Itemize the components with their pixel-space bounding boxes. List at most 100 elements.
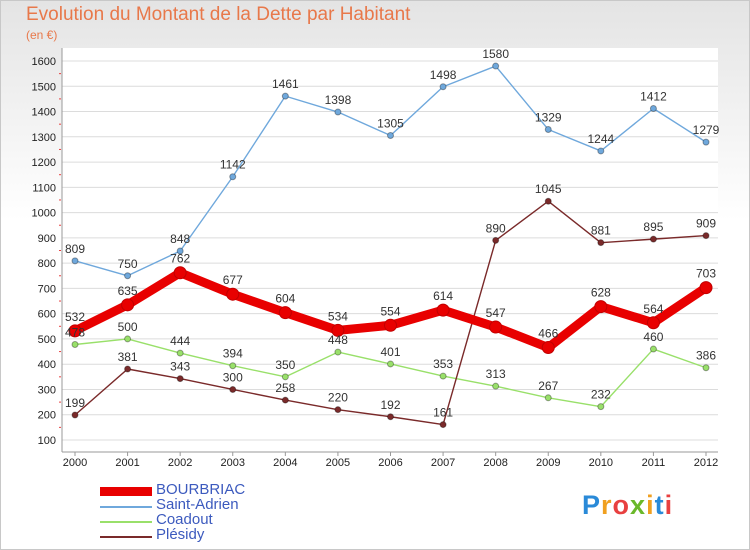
y-tick-label: 1000: [32, 208, 56, 220]
logo-letter: P: [582, 490, 602, 520]
legend-swatch-saint-adrien: [100, 506, 152, 508]
data-point: [281, 92, 289, 100]
data-point: [281, 373, 289, 381]
chart-title: Evolution du Montant de la Dette par Hab…: [26, 4, 411, 25]
data-label: 554: [380, 304, 400, 318]
data-point: [124, 335, 132, 343]
logo-letter: i: [664, 490, 674, 520]
data-label: 300: [223, 370, 243, 384]
data-label: 1279: [693, 123, 720, 137]
y-tick-label: 1500: [32, 81, 56, 93]
data-label: 220: [328, 391, 348, 405]
y-tick-label: 1600: [32, 56, 56, 68]
data-point: [597, 147, 605, 155]
data-label: 381: [118, 350, 138, 364]
x-tick-label: 2007: [431, 457, 455, 469]
data-point: [281, 396, 289, 404]
data-label: 460: [643, 330, 663, 344]
data-point: [597, 403, 605, 411]
y-tick-label: 900: [38, 233, 56, 245]
data-label: 313: [486, 367, 506, 381]
y-tick-label: 1200: [32, 157, 56, 169]
data-point: [384, 318, 397, 332]
data-label: 444: [170, 334, 190, 348]
data-point: [702, 232, 710, 240]
data-label: 895: [643, 220, 663, 234]
x-tick-label: 2008: [483, 457, 507, 469]
data-point: [492, 236, 500, 244]
data-point: [124, 365, 132, 373]
y-tick-label: 800: [38, 258, 56, 270]
data-point: [597, 239, 605, 247]
legend-label-plesidy: Plésidy: [156, 526, 205, 543]
data-label: 628: [591, 286, 611, 300]
data-point: [492, 62, 500, 70]
data-label: 199: [65, 396, 85, 410]
data-label: 350: [275, 358, 295, 372]
x-tick-label: 2009: [536, 457, 560, 469]
data-point: [229, 173, 237, 181]
data-label: 161: [433, 406, 453, 420]
data-label: 534: [328, 309, 348, 323]
data-label: 353: [433, 357, 453, 371]
data-label: 394: [223, 347, 243, 361]
x-tick-label: 2001: [115, 457, 139, 469]
data-point: [331, 323, 345, 337]
data-label: 1412: [640, 90, 667, 104]
x-tick-label: 2000: [63, 457, 87, 469]
data-point: [544, 394, 552, 402]
data-point: [387, 360, 394, 368]
y-tick-label: 100: [38, 435, 56, 447]
data-point: [71, 340, 79, 348]
legend-swatch-plesidy: [100, 536, 152, 538]
y-tick-label: 1100: [32, 182, 56, 194]
data-point: [387, 413, 394, 421]
y-tick-label: 600: [38, 309, 56, 321]
data-label: 677: [223, 273, 243, 287]
data-label: 1045: [535, 182, 562, 196]
x-tick-label: 2006: [378, 457, 402, 469]
data-point: [541, 341, 555, 355]
x-tick-label: 2002: [168, 457, 192, 469]
data-label: 1305: [377, 117, 404, 131]
data-point: [334, 406, 342, 414]
data-point: [439, 83, 447, 91]
data-point: [646, 316, 660, 330]
data-label: 1498: [430, 68, 457, 82]
data-point: [229, 362, 237, 370]
data-point: [124, 272, 132, 280]
y-tick-label: 300: [38, 384, 56, 396]
data-label: 386: [696, 349, 716, 363]
logo-letter: o: [612, 490, 631, 520]
plot-area: [62, 48, 718, 452]
data-label: 1244: [587, 132, 614, 146]
legend-swatch-coadout: [100, 521, 152, 523]
data-point: [229, 385, 237, 393]
data-label: 532: [65, 310, 85, 324]
legend-label-bourbriac: BOURBRIAC: [156, 481, 246, 498]
logo-letter: x: [630, 490, 647, 520]
data-point: [649, 105, 657, 113]
data-label: 466: [538, 327, 558, 341]
data-point: [173, 266, 187, 280]
data-point: [121, 298, 135, 312]
data-label: 1461: [272, 77, 299, 91]
data-label: 762: [170, 252, 190, 266]
y-tick-label: 700: [38, 283, 56, 295]
data-label: 848: [170, 232, 190, 246]
legend-swatch-bourbriac: [100, 487, 152, 496]
y-tick-label: 200: [38, 410, 56, 422]
data-point: [176, 375, 184, 383]
data-point: [702, 138, 710, 146]
x-tick-label: 2011: [642, 457, 666, 469]
data-point: [334, 108, 342, 116]
x-tick-label: 2012: [694, 457, 718, 469]
data-label: 809: [65, 242, 85, 256]
y-tick-label: 400: [38, 359, 56, 371]
data-label: 192: [380, 398, 400, 412]
data-point: [649, 345, 657, 353]
data-label: 343: [170, 360, 190, 374]
x-tick-label: 2005: [326, 457, 350, 469]
y-tick-label: 1400: [32, 107, 56, 119]
data-point: [439, 421, 447, 429]
